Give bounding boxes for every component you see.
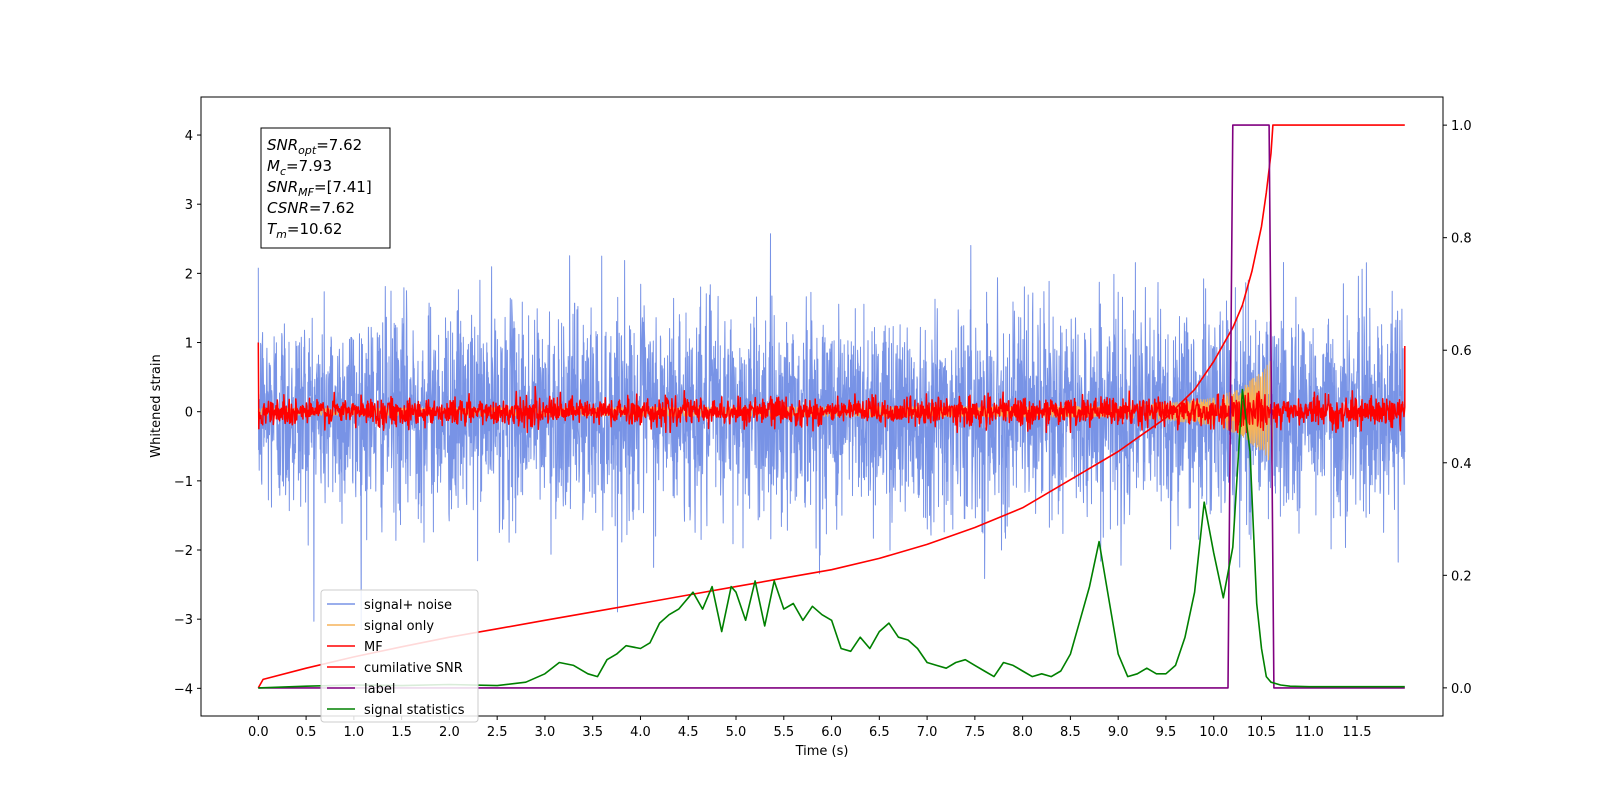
x-tick-label: 6.5: [869, 725, 890, 740]
x-tick-label: 10.0: [1199, 725, 1228, 740]
y2-tick-label: 0.6: [1451, 344, 1472, 359]
x-tick-label: 4.5: [678, 725, 699, 740]
annotation-value: =7.62: [316, 136, 362, 154]
legend-label-label: label: [364, 682, 395, 697]
annotation-value: =10.62: [287, 220, 343, 238]
y-axis: 4 3 2 1 0 −1 −2 −3 −4: [174, 129, 201, 697]
annotation-symbol: T: [267, 220, 278, 238]
x-axis-label: Time (s): [795, 744, 849, 759]
x-tick-label: 2.5: [487, 725, 508, 740]
x-tick-label: 10.5: [1247, 725, 1276, 740]
x-tick-label: 5.0: [726, 725, 747, 740]
annotation-symbol: CSNR: [267, 199, 309, 217]
annotation-subscript: m: [276, 228, 287, 241]
y-tick-label: −1: [174, 475, 193, 490]
x-tick-label: 8.5: [1060, 725, 1081, 740]
legend-label-cumilative-snr: cumilative SNR: [364, 661, 463, 676]
x-tick-label: 2.0: [439, 725, 460, 740]
legend-label-signal-only: signal only: [364, 619, 434, 634]
x-tick-label: 1.5: [391, 725, 412, 740]
legend-label-mf: MF: [364, 640, 383, 655]
y-tick-label: 1: [185, 337, 193, 352]
annotation-subscript: c: [280, 165, 286, 178]
x-tick-label: 11.0: [1295, 725, 1324, 740]
annotation-box: SNRopt=7.62Mc=7.93SNRMF=[7.41]CSNR=7.62T…: [260, 127, 391, 249]
y2-tick-label: 0.8: [1451, 232, 1472, 247]
annotation-subscript: opt: [298, 144, 317, 157]
y-tick-label: −4: [174, 682, 193, 697]
x-tick-label: 3.5: [582, 725, 603, 740]
x-tick-label: 0.5: [296, 725, 317, 740]
series-label-line: [258, 124, 1405, 689]
x-tick-label: 7.0: [917, 725, 938, 740]
x-tick-label: 4.0: [630, 725, 651, 740]
y-tick-label: −3: [174, 613, 193, 628]
annotation-line: CSNR=7.62: [267, 199, 355, 217]
y-tick-label: 0: [185, 406, 193, 421]
annotation-line: Mc=7.93: [267, 157, 332, 178]
annotation-value: =[7.41]: [314, 178, 372, 196]
y2-axis: 1.0 0.8 0.6 0.4 0.2 0.0: [1443, 119, 1472, 697]
x-tick-label: 5.5: [773, 725, 794, 740]
annotation-line: SNRMF=[7.41]: [267, 178, 372, 199]
legend-label-signal-statistics: signal statistics: [364, 703, 465, 718]
annotation-symbol: SNR: [267, 136, 298, 154]
y2-tick-label: 0.4: [1451, 457, 1472, 472]
legend-label-signal-noise: signal+ noise: [364, 598, 452, 613]
annotation-line: Tm=10.62: [267, 220, 342, 241]
annotation-frame: [260, 127, 391, 249]
legend-frame: [320, 589, 479, 723]
plot-frame: [200, 96, 1444, 717]
y-tick-label: 4: [185, 129, 193, 144]
x-axis: 0.0 0.5 1.0 1.5 2.0 2.5 3.0 3.5 4.0 4.5 5.0 5.5 6.0 6…: [248, 716, 1372, 740]
x-tick-label: 6.0: [821, 725, 842, 740]
x-tick-label: 11.5: [1343, 725, 1372, 740]
y-tick-label: 3: [185, 198, 193, 213]
x-tick-label: 8.0: [1012, 725, 1033, 740]
legend: signal+ noise signal only MF cumilative SNR…: [320, 589, 479, 723]
annotation-subscript: MF: [298, 186, 314, 199]
annotation-symbol: M: [267, 157, 280, 175]
annotation-value: =7.93: [286, 157, 332, 175]
annotation-line: SNRopt=7.62: [267, 136, 362, 157]
x-tick-label: 1.0: [344, 725, 365, 740]
x-tick-label: 7.5: [965, 725, 986, 740]
y-tick-label: 2: [185, 267, 193, 282]
x-tick-label: 9.0: [1108, 725, 1129, 740]
y2-tick-label: 0.0: [1451, 682, 1472, 697]
y-axis-label: Whitened strain: [149, 354, 164, 457]
y2-tick-label: 1.0: [1451, 119, 1472, 134]
x-tick-label: 9.5: [1156, 725, 1177, 740]
annotation-value: =7.62: [309, 199, 355, 217]
y2-tick-label: 0.2: [1451, 569, 1472, 584]
x-tick-label: 3.0: [535, 725, 556, 740]
series-signal-statistics-line: [258, 388, 1405, 689]
y-tick-label: −2: [174, 544, 193, 559]
annotation-symbol: SNR: [267, 178, 298, 196]
series-mf-line: [257, 342, 1406, 434]
x-tick-label: 0.0: [248, 725, 269, 740]
